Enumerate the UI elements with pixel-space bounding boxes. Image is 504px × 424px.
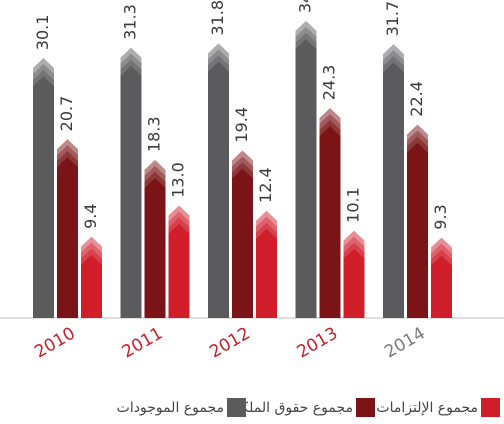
bar-chevron bbox=[431, 237, 452, 254]
bar-chevron bbox=[120, 53, 142, 70]
bar bbox=[144, 160, 166, 318]
bar-chevron bbox=[81, 236, 102, 253]
bar bbox=[256, 210, 277, 318]
bar-chevron bbox=[383, 50, 404, 67]
legend-label: مجموع الإلتزامات bbox=[376, 400, 478, 416]
bar bbox=[407, 124, 428, 318]
bar bbox=[383, 44, 404, 318]
bar-chevron bbox=[208, 55, 229, 72]
legend-swatch bbox=[356, 398, 375, 417]
bar-chevron bbox=[232, 156, 253, 173]
bar-chevron bbox=[319, 108, 341, 125]
bar-chevron bbox=[232, 150, 253, 167]
bar-chevron bbox=[81, 242, 102, 259]
bar bbox=[120, 47, 142, 318]
bar-chevron bbox=[120, 59, 142, 76]
bar-chevron bbox=[232, 162, 253, 179]
value-label: 22.4 bbox=[407, 81, 426, 117]
value-label: 19.4 bbox=[232, 107, 251, 143]
bar-chevron bbox=[295, 33, 317, 50]
value-label: 12.4 bbox=[256, 167, 275, 203]
x-tick-label: 2011 bbox=[119, 324, 166, 363]
bar-chevron bbox=[431, 249, 452, 266]
value-label: 20.7 bbox=[57, 96, 76, 132]
bar-chevron bbox=[383, 56, 404, 73]
bar bbox=[57, 139, 78, 318]
bar-chevron bbox=[256, 216, 277, 233]
bar-chevron bbox=[168, 217, 190, 234]
bar-chevron bbox=[168, 211, 190, 228]
legend-label: مجموع الموجودات bbox=[117, 400, 224, 416]
bar bbox=[295, 21, 317, 319]
bar-chevron bbox=[383, 44, 404, 61]
bar-chevron bbox=[81, 248, 102, 265]
bar bbox=[168, 205, 190, 318]
bar-chevron bbox=[168, 205, 190, 222]
value-label: 31.3 bbox=[121, 4, 140, 40]
bar bbox=[208, 43, 229, 318]
bar-chevron bbox=[120, 47, 142, 64]
bar-chevron bbox=[33, 70, 54, 87]
value-label: 31.7 bbox=[383, 1, 402, 37]
bar-chevron bbox=[343, 230, 365, 247]
x-tick-label: 2014 bbox=[381, 324, 428, 363]
value-label: 24.3 bbox=[320, 65, 339, 101]
bar-chevron bbox=[431, 243, 452, 260]
bar-chevron bbox=[144, 160, 166, 177]
bar-chevron bbox=[57, 145, 78, 162]
value-label: 30.1 bbox=[33, 15, 52, 51]
value-label: 9.3 bbox=[431, 204, 450, 229]
bar bbox=[232, 150, 253, 318]
bar-chevron bbox=[256, 222, 277, 239]
bar-chevron bbox=[407, 130, 428, 147]
value-label: 9.4 bbox=[81, 203, 100, 228]
bar-chevron bbox=[343, 236, 365, 253]
bar-chevron bbox=[144, 172, 166, 189]
value-label: 18.3 bbox=[145, 116, 164, 152]
bar-chevron bbox=[407, 136, 428, 153]
x-tick-label: 2012 bbox=[206, 324, 253, 363]
bar-chevron bbox=[343, 242, 365, 259]
bar-chevron bbox=[407, 124, 428, 141]
bar-chevron bbox=[295, 27, 317, 44]
bar-chevron bbox=[57, 139, 78, 156]
bar bbox=[33, 58, 54, 318]
value-label: 34.4 bbox=[296, 0, 315, 13]
bar-chevron bbox=[319, 120, 341, 137]
bar-chevron bbox=[208, 43, 229, 60]
bar bbox=[319, 108, 341, 318]
bar-chevron bbox=[57, 151, 78, 168]
value-label: 13.0 bbox=[169, 162, 188, 198]
value-label: 31.8 bbox=[208, 0, 227, 36]
bar-chevron bbox=[295, 21, 317, 38]
bar-chevron bbox=[33, 58, 54, 75]
bar-chevron bbox=[319, 114, 341, 131]
bar-chevron bbox=[144, 166, 166, 183]
bar-chevron bbox=[33, 64, 54, 81]
bar-chevron bbox=[256, 210, 277, 227]
value-label: 10.1 bbox=[344, 187, 363, 223]
x-tick-label: 2013 bbox=[294, 324, 341, 363]
bar-chevron bbox=[208, 49, 229, 66]
legend-label: مجموع حقوق الملكية bbox=[230, 400, 353, 416]
legend-swatch bbox=[481, 398, 500, 417]
legend-swatch bbox=[227, 398, 246, 417]
x-tick-label: 2010 bbox=[31, 324, 78, 363]
